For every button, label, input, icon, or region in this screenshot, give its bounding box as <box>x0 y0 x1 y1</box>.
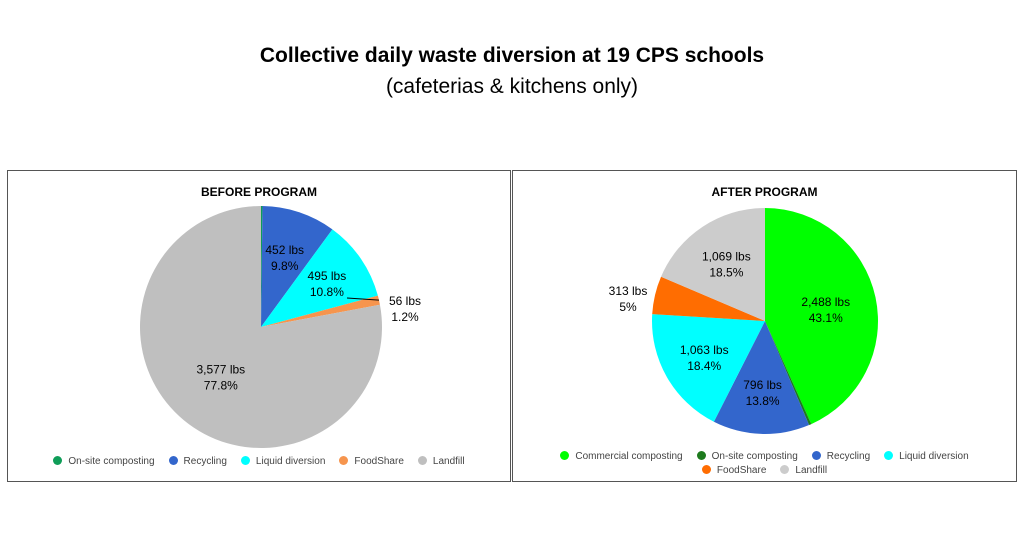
slice-value-label: 3,577 lbs <box>196 362 245 376</box>
legend-item-on-site-composting: On-site composting <box>696 450 798 464</box>
legend-item-recycling: Recycling <box>168 455 227 469</box>
legend-item-liquid-diversion: Liquid diversion <box>884 450 969 464</box>
legend-swatch <box>560 451 570 460</box>
pie-slice-recycling <box>713 321 810 434</box>
slice-value-label: 1,069 lbs <box>702 250 751 264</box>
legend-item-commercial-composting: Commercial composting <box>560 450 683 464</box>
legend-item-liquid-diversion: Liquid diversion <box>240 455 326 469</box>
slice-label-landfill: 3,577 lbs 77.8% <box>196 362 245 392</box>
pie-slice-liquid-diversion <box>652 314 765 422</box>
legend-label: On-site composting <box>68 456 155 467</box>
slice-percent-label: 43.1% <box>809 311 843 325</box>
chart-title: BEFORE PROGRAM <box>200 185 317 199</box>
slice-label-landfill: 1,069 lbs 18.5% <box>702 250 751 280</box>
slice-percent-label: 5% <box>619 300 637 314</box>
pie-slice-on-site-composting <box>765 321 812 426</box>
pie-slice-landfill <box>661 208 765 321</box>
pie-slice-foodshare <box>652 276 765 321</box>
legend-item-recycling: Recycling <box>811 450 871 464</box>
chart-title: AFTER PROGRAM <box>711 185 818 199</box>
before-legend: On-site composting Recycling Liquid divers… <box>8 455 510 469</box>
slice-value-label: 495 lbs <box>308 269 347 283</box>
pie-slice-liquid-diversion <box>261 229 378 327</box>
legend-item-foodshare: FoodShare <box>339 455 404 469</box>
legend-item-foodshare: FoodShare <box>701 464 767 478</box>
slice-percent-label: 77.8% <box>204 378 238 392</box>
slice-value-label: 796 lbs <box>743 378 782 392</box>
pie-slice-recycling <box>261 206 333 327</box>
slice-value-label: 452 lbs <box>265 243 304 257</box>
slice-label-foodshare: 313 lbs 5% <box>609 284 648 314</box>
before-program-chart: BEFORE PROGRAM 452 lbs 9.8% 495 lbs 10.8% 56… <box>7 170 511 482</box>
pie-slice-landfill <box>140 206 382 448</box>
leader-line <box>346 297 380 301</box>
legend-label: FoodShare <box>716 465 767 476</box>
pie-slice-commercial-composting <box>765 208 878 425</box>
page-title: Collective daily waste diversion at 19 C… <box>259 44 765 67</box>
slice-value-label: 2,488 lbs <box>801 295 850 309</box>
legend-item-on-site-composting: On-site composting <box>53 455 155 469</box>
slice-label-recycling: 796 lbs 13.8% <box>743 378 782 408</box>
slice-label-liquid-diversion: 1,063 lbs 18.4% <box>680 343 729 373</box>
page-subtitle: (cafeterias & kitchens only) <box>385 75 639 98</box>
legend-label: Liquid diversion <box>899 451 969 462</box>
legend-swatch <box>240 456 250 465</box>
legend-swatch <box>417 456 427 465</box>
slice-percent-label: 18.4% <box>687 359 721 373</box>
slice-percent-label: 1.2% <box>391 310 419 324</box>
pie-slice-foodshare <box>261 295 380 327</box>
legend-swatch <box>884 451 894 460</box>
legend-swatch <box>696 451 706 460</box>
legend-swatch <box>811 451 821 460</box>
legend-label: Recycling <box>183 456 227 467</box>
slice-value-label: 1,063 lbs <box>680 343 729 357</box>
legend-label: Landfill <box>432 456 465 467</box>
legend-label: On-site composting <box>711 451 798 462</box>
legend-label: Landfill <box>795 465 828 476</box>
legend-swatch <box>339 456 349 465</box>
legend-label: Liquid diversion <box>255 456 326 467</box>
legend-swatch <box>53 456 63 465</box>
legend-item-landfill: Landfill <box>780 464 827 478</box>
slice-value-label: 56 lbs <box>389 294 421 308</box>
legend-swatch <box>168 456 178 465</box>
slice-value-label: 313 lbs <box>609 284 648 298</box>
legend-swatch <box>701 465 711 474</box>
legend-swatch <box>780 465 790 474</box>
before-pie: 452 lbs 9.8% 495 lbs 10.8% 56 lbs 1.2% 3,577 l… <box>140 206 421 448</box>
slice-label-liquid-diversion: 495 lbs 10.8% <box>308 269 347 299</box>
slice-label-foodshare: 56 lbs 1.2% <box>389 294 421 324</box>
pie-slice-on-site-composting <box>261 206 263 327</box>
after-legend: Commercial composting On-site composting R… <box>513 450 1016 478</box>
slice-percent-label: 10.8% <box>310 285 344 299</box>
legend-item-landfill: Landfill <box>417 455 465 469</box>
after-program-chart: AFTER PROGRAM 2,488 lbs 43.1% 796 lbs 13.8%… <box>512 170 1017 482</box>
legend-label: Recycling <box>826 451 871 462</box>
after-pie: 2,488 lbs 43.1% 796 lbs 13.8% 1,063 lbs 18.4%… <box>609 208 878 434</box>
slice-percent-label: 18.5% <box>709 266 743 280</box>
legend-label: Commercial composting <box>575 451 683 462</box>
slice-label-recycling: 452 lbs 9.8% <box>265 243 304 273</box>
slice-label-commercial-composting: 2,488 lbs 43.1% <box>801 295 850 325</box>
legend-label: FoodShare <box>354 456 404 467</box>
slice-percent-label: 9.8% <box>271 259 299 273</box>
slice-percent-label: 13.8% <box>746 394 780 408</box>
